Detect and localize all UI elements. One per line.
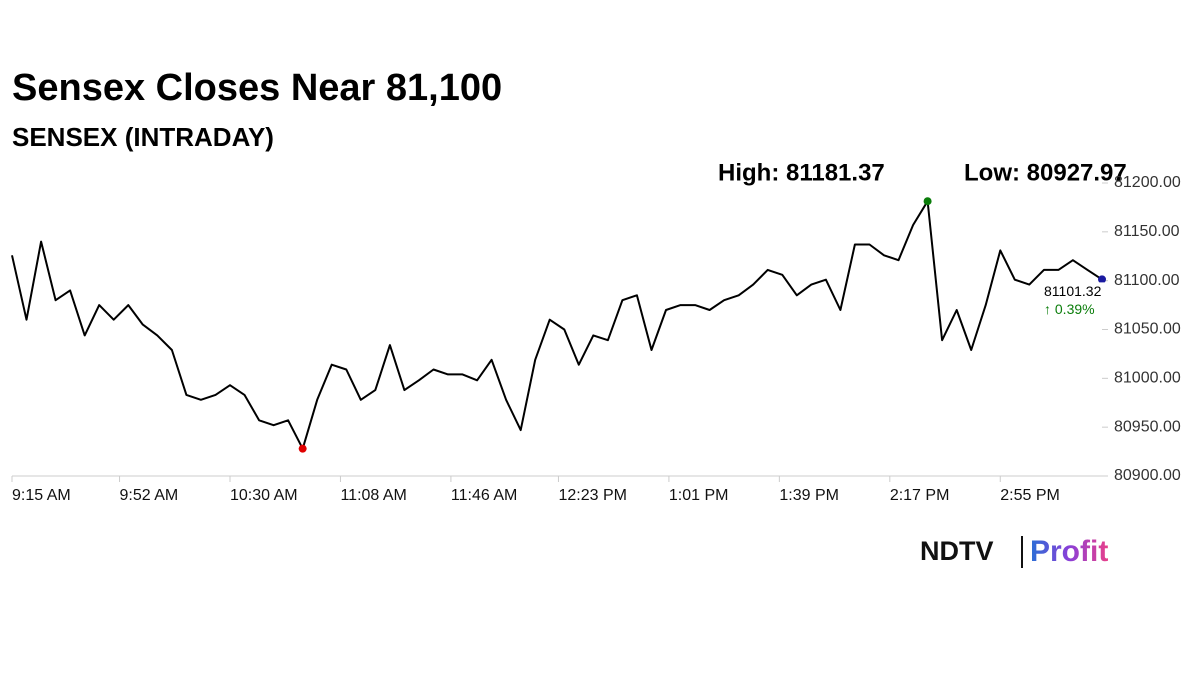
last-point [1098,275,1106,284]
y-tick-label: 81100.00 [1114,272,1180,289]
last-label-bg [1040,282,1112,321]
logo-ndtv: NDTV [920,536,994,566]
logo-profit: Profit [1030,535,1108,568]
y-tick-label: 81050.00 [1114,321,1181,338]
x-tick-label: 9:15 AM [12,487,71,504]
x-tick-label: 2:55 PM [1000,487,1060,504]
x-tick-label: 11:46 AM [451,487,517,504]
y-tick-label: 80900.00 [1114,467,1181,484]
x-tick-label: 11:08 AM [340,487,406,504]
change-label: ↑ 0.39% [1044,301,1095,317]
x-tick-label: 2:17 PM [890,487,950,504]
low-label: Low: 80927.97 [964,159,1127,186]
last-value-label: 81101.32 [1044,283,1102,299]
high-point [923,197,932,206]
y-tick-label: 81200.00 [1114,174,1181,191]
price-line [11,200,1103,450]
high-label: High: 81181.37 [718,159,885,186]
x-tick-label: 1:39 PM [779,487,839,504]
x-tick-label: 12:23 PM [558,487,626,504]
x-tick-label: 10:30 AM [230,487,298,504]
y-tick-label: 81000.00 [1114,370,1181,387]
low-point [298,444,307,453]
y-tick-label: 80950.00 [1114,418,1181,435]
chart-title: Sensex Closes Near 81,100 [12,67,502,109]
x-tick-label: 1:01 PM [669,487,729,504]
chart-subtitle: SENSEX (INTRADAY) [12,122,274,152]
x-tick-label: 9:52 AM [120,487,179,504]
y-tick-label: 81150.00 [1114,223,1180,240]
